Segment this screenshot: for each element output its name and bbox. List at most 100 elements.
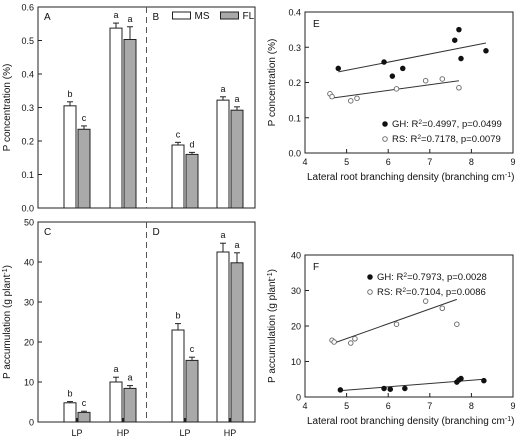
y-tick-label: 0.2 [288, 78, 301, 88]
y-tick-label: 50 [24, 218, 34, 228]
bar-ms [216, 99, 230, 209]
significance-letter: c [190, 344, 195, 354]
point-gh [400, 65, 406, 72]
x-tick-label: 9 [510, 157, 515, 167]
scatter-panel-e: 4 5 6 7 8 9 0.0 0.1 0.2 0.3 0.4 Lateral root branch… [267, 8, 516, 184]
point-rs [439, 305, 446, 312]
panel-letter: C [44, 227, 51, 238]
y-tick-label: 0 [29, 418, 34, 428]
legend-label: FL [243, 11, 255, 22]
bar-fl [230, 262, 244, 423]
bar-ms [63, 105, 77, 209]
fit-line-rs [331, 298, 458, 345]
y-tick-label: 0.1 [21, 170, 34, 180]
point-rs [348, 98, 354, 104]
bar-panel-cd: 0 10 20 30 40 50 P accumulation (g plant-1) C Db… [2, 218, 256, 438]
legend-stats: RS: R2=0.7104, p=0.0086 [377, 287, 486, 299]
legend-marker-gh [367, 274, 373, 280]
legend-stats: GH: R2=0.4997, p=0.0499 [392, 119, 502, 131]
significance-letter: c [82, 398, 87, 408]
point-gh [337, 387, 344, 393]
point-rs [393, 321, 400, 327]
y-tick-label: 0.1 [288, 113, 301, 123]
fit-line-gh [338, 42, 487, 73]
panel-letter: F [313, 262, 319, 273]
panel-letter: E [313, 19, 320, 30]
point-rs [422, 298, 429, 304]
y-tick-label: 0.0 [288, 149, 301, 159]
x-tick-label: HP [117, 428, 130, 438]
significance-letter: c [82, 113, 87, 123]
x-tick-label: 5 [344, 157, 349, 167]
legend-marker-rs [382, 136, 388, 142]
bar-fl [185, 153, 199, 209]
y-tick-label: 0 [296, 393, 301, 403]
y-tick-label: 30 [24, 298, 34, 308]
point-gh [381, 385, 387, 392]
legend-marker-rs [367, 289, 373, 295]
panel-letter: A [44, 12, 51, 23]
panel-letter: D [153, 227, 160, 238]
significance-letter: b [175, 311, 180, 321]
x-tick-label: 9 [510, 401, 515, 411]
y-tick-label: 0.4 [21, 70, 34, 80]
point-gh [389, 73, 396, 79]
bar-fl [77, 411, 91, 423]
y-tick-label: 0.2 [21, 137, 34, 147]
bar-fl [123, 387, 137, 423]
point-gh [402, 385, 408, 392]
bar-ms [109, 381, 123, 423]
point-rs [352, 336, 358, 342]
point-gh [483, 48, 489, 54]
x-tick-label: 5 [344, 401, 349, 411]
point-rs [456, 85, 462, 91]
point-rs [454, 321, 460, 327]
point-gh [452, 37, 458, 43]
significance-letter: c [176, 129, 181, 139]
y-tick-label: 0.6 [21, 3, 34, 13]
x-tick-label: 7 [427, 401, 432, 411]
significance-letter: a [113, 10, 118, 20]
x-tick-label: 8 [469, 157, 474, 167]
x-tick-label: HP [224, 428, 237, 438]
x-tick-label: LP [179, 428, 190, 438]
y-tick-label: 40 [291, 251, 301, 261]
plot-frame [304, 11, 514, 154]
y-tick-label: 20 [24, 338, 34, 348]
point-gh [387, 386, 394, 392]
bar-fl [123, 38, 137, 209]
significance-letter: a [127, 14, 132, 24]
legend-swatch-fl [220, 11, 239, 20]
bar-ms [171, 144, 185, 209]
significance-letter: a [234, 94, 239, 104]
significance-letter: a [113, 364, 118, 374]
x-tick-label: 4 [302, 157, 307, 167]
x-tick-label: 4 [302, 401, 307, 411]
point-rs [348, 340, 354, 346]
x-tick-label: LP [71, 428, 82, 438]
point-rs [331, 339, 337, 345]
bar-fl [77, 128, 91, 209]
y-tick-label: 0.0 [21, 204, 34, 214]
point-rs [439, 76, 446, 82]
point-rs [354, 95, 360, 102]
point-gh [458, 375, 464, 382]
bar-ms [171, 329, 185, 423]
bar-fl [230, 109, 244, 209]
y-tick-label: 20 [291, 322, 301, 332]
x-tick-label: 8 [469, 401, 474, 411]
significance-letter: a [127, 373, 132, 383]
point-gh [458, 55, 464, 62]
point-gh [335, 65, 342, 72]
x-tick-label: 7 [427, 157, 432, 167]
significance-letter: a [220, 84, 225, 94]
x-axis-label: Lateral root branching density (branchin… [307, 172, 514, 184]
y-tick-label: 0.4 [288, 8, 301, 18]
y-axis-label: P concentration (%) [267, 39, 278, 127]
y-tick-label: 0.5 [21, 36, 34, 46]
legend-stats: GH: R2=0.7973, p=0.0028 [377, 272, 487, 284]
y-tick-label: 0.3 [21, 103, 34, 113]
point-gh [481, 377, 487, 384]
y-tick-label: 30 [291, 286, 301, 296]
